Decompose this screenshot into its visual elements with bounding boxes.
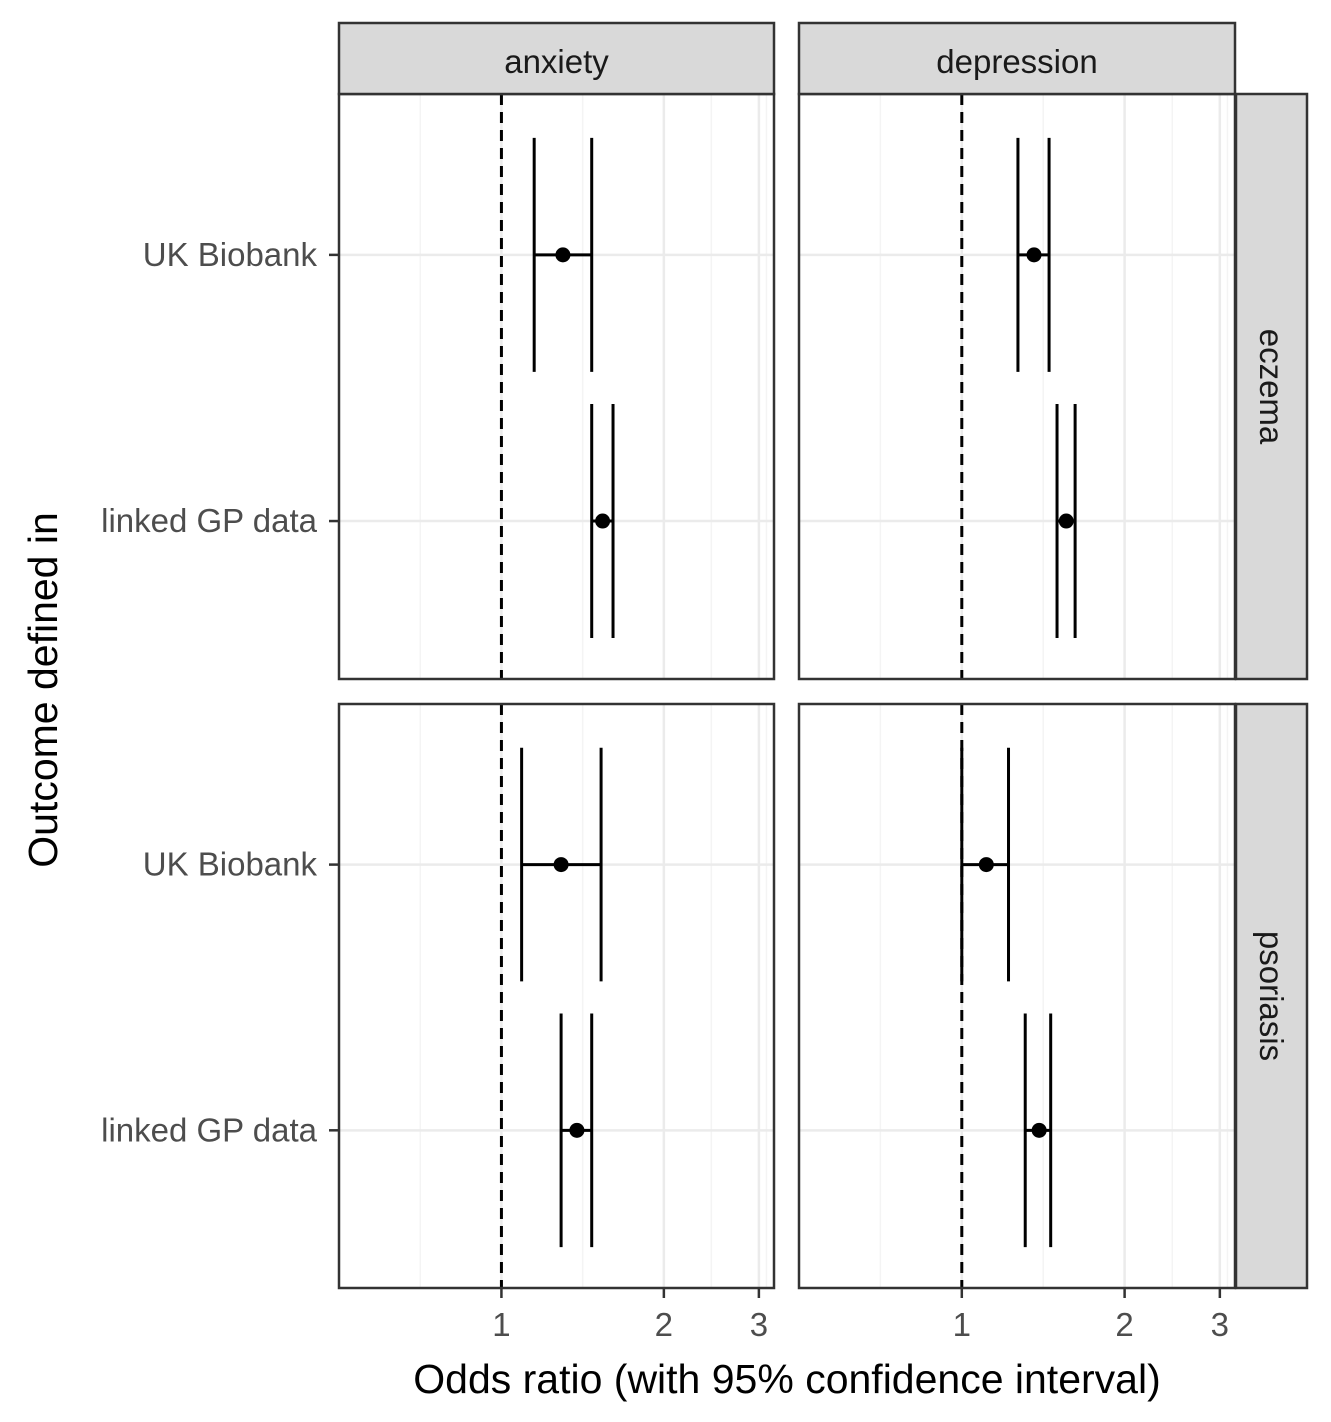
row-strip-label-eczema: eczema [1253,329,1290,445]
point-eczema-depression-uk-biobank [1026,247,1042,263]
panel-background-eczema-anxiety [339,94,774,679]
x-tick-label-2: 2 [1115,1306,1133,1343]
x-axis-title: Odds ratio (with 95% confidence interval… [413,1356,1160,1402]
column-strip-depression [797,21,1237,96]
row-strip-label-psoriasis: psoriasis [1253,931,1290,1061]
column-strip-label-depression: depression [936,43,1097,80]
y-tick-label-linked-gp-data: linked GP data [101,1111,318,1148]
x-tick-label-3: 3 [1211,1306,1229,1343]
marks-layer [520,137,1077,1248]
panel-background-psoriasis-anxiety [339,704,774,1288]
y-tick-label-linked-gp-data: linked GP data [101,502,318,539]
column-strip-label-anxiety: anxiety [504,43,609,80]
axes-layer: UK Biobank linked GP data UK Biobank linked… [101,236,1229,1343]
point-eczema-depression-linked-gp-data [1058,513,1074,529]
point-psoriasis-anxiety-linked-gp-data [569,1122,585,1138]
y-tick-label-uk-biobank: UK Biobank [143,236,318,273]
point-eczema-anxiety-linked-gp-data [595,513,611,529]
y-axis-title: Outcome defined in [20,512,66,868]
row-strip-eczema [1234,92,1309,681]
point-psoriasis-depression-linked-gp-data [1031,1122,1047,1138]
point-psoriasis-anxiety-uk-biobank [553,857,569,873]
x-tick-label-2: 2 [655,1306,673,1343]
x-tick-label-1: 1 [953,1306,971,1343]
column-strip-anxiety [337,21,776,96]
grid-layer [339,94,1235,1288]
point-eczema-anxiety-uk-biobank [555,247,571,263]
x-tick-label-3: 3 [750,1306,768,1343]
row-strip-psoriasis [1234,702,1309,1290]
strips-layer: anxiety depression eczema psoriasis [337,21,1309,1290]
y-tick-label-uk-biobank: UK Biobank [143,846,318,883]
panel-border [337,702,776,1290]
panel-background-psoriasis-depression [799,704,1235,1288]
x-tick-label-1: 1 [492,1306,510,1343]
point-psoriasis-depression-uk-biobank [978,857,994,873]
